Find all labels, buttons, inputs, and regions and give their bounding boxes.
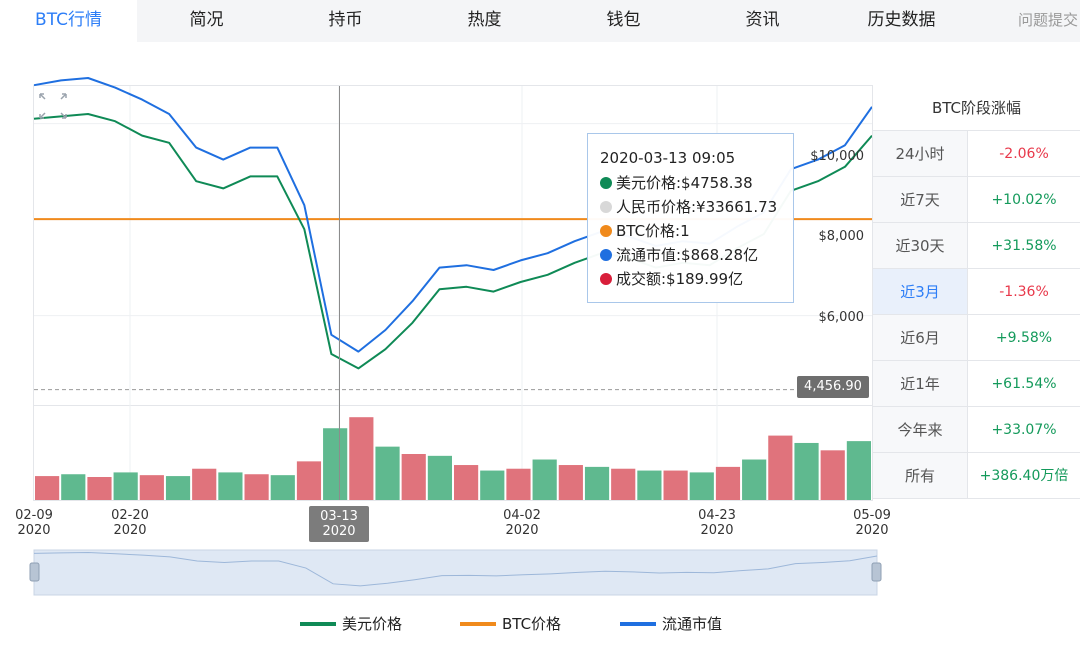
tab-overview[interactable]: 简况 <box>189 10 224 30</box>
volume-bar <box>454 465 479 500</box>
legend-swatch-icon <box>460 621 496 626</box>
y-tick-label: $6,000 <box>818 310 865 325</box>
x-tick-label: 05-09 2020 <box>853 508 891 538</box>
tab-btc-quotes[interactable]: BTC行情 <box>0 0 137 42</box>
tooltip-time: 2020-03-13 09:05 <box>600 149 736 167</box>
x-tick-label: 02-09 2020 <box>15 508 53 538</box>
volume-bar <box>139 475 164 500</box>
tooltip-row-btc: BTC价格:1 <box>600 219 781 243</box>
volume-bar <box>584 466 610 500</box>
volume-bar <box>61 474 86 500</box>
volume-bar <box>637 470 662 500</box>
volume-bar <box>296 461 322 500</box>
tab-holdings[interactable]: 持币 <box>328 10 363 30</box>
x-tick-label-highlighted: 03-13 2020 <box>309 506 369 542</box>
volume-bar <box>323 428 348 500</box>
volume-bar <box>506 468 531 500</box>
series-dot-icon <box>600 273 612 285</box>
volume-bar <box>349 417 374 500</box>
tooltip-row-volume: 成交额:$189.99亿 <box>600 267 781 291</box>
chart-tooltip: 2020-03-13 09:05 美元价格:$4758.38 人民币价格:¥33… <box>587 133 794 303</box>
series-dot-icon <box>600 249 612 261</box>
series-dot-icon <box>600 177 612 189</box>
volume-bar <box>35 476 60 500</box>
tab-wallet[interactable]: 钱包 <box>606 10 641 30</box>
volume-bar <box>768 435 793 500</box>
volume-bar <box>192 468 217 500</box>
volume-bar <box>689 472 714 500</box>
series-dot-icon <box>600 225 612 237</box>
legend-item-usd[interactable]: 美元价格 <box>300 613 402 634</box>
tab-bar: BTC行情 简况 持币 热度 钱包 资讯 历史数据 问题提交 <box>0 0 1080 42</box>
navigator-left-handle[interactable] <box>29 562 40 582</box>
volume-bar <box>375 446 400 500</box>
volume-bar <box>715 466 741 500</box>
stats-title: BTC阶段涨幅 <box>873 85 1080 131</box>
volume-bar <box>427 455 452 500</box>
volume-bar <box>532 459 557 500</box>
x-tick-label: 04-02 2020 <box>503 508 541 538</box>
tooltip-row-mcap: 流通市值:$868.28亿 <box>600 243 781 267</box>
stat-row-30d[interactable]: 近30天 +31.58% <box>873 223 1080 269</box>
volume-bar <box>87 477 112 500</box>
stat-row-7d[interactable]: 近7天 +10.02% <box>873 177 1080 223</box>
stat-row-3m[interactable]: 近3月 -1.36% <box>873 269 1080 315</box>
navigator-line <box>33 552 878 587</box>
tab-history[interactable]: 历史数据 <box>867 10 936 30</box>
volume-bar <box>165 476 191 500</box>
stat-row-6m[interactable]: 近6月 +9.58% <box>873 315 1080 361</box>
stat-row-ytd[interactable]: 今年来 +33.07% <box>873 407 1080 453</box>
stage-change-panel: BTC阶段涨幅 24小时 -2.06% 近7天 +10.02% 近30天 +31.58… <box>872 85 1080 499</box>
volume-bar <box>558 465 583 500</box>
navigator-right-handle[interactable] <box>871 562 882 582</box>
tooltip-row-usd: 美元价格:$4758.38 <box>600 171 781 195</box>
legend-item-mcap[interactable]: 流通市值 <box>620 613 722 634</box>
y-tick-label: $8,000 <box>818 229 865 244</box>
tab-popularity[interactable]: 热度 <box>467 10 502 30</box>
series-dot-icon <box>600 201 612 213</box>
volume-bar <box>401 454 426 500</box>
volume-bar <box>846 441 871 500</box>
tab-feedback[interactable]: 问题提交 <box>1018 11 1079 29</box>
price-line-label: 4,456.90 <box>797 376 869 398</box>
volume-bar <box>742 459 767 500</box>
volume-bar <box>270 475 295 500</box>
legend-swatch-icon <box>300 621 336 626</box>
x-tick-label: 02-20 2020 <box>111 508 149 538</box>
expand-icon[interactable] <box>39 93 67 119</box>
volume-bar <box>820 450 845 500</box>
y-tick-label: $10,000 <box>810 149 864 164</box>
tooltip-row-cny: 人民币价格:¥33661.73 <box>600 195 781 219</box>
volume-bar <box>218 472 243 500</box>
volume-bar <box>794 442 819 500</box>
tab-news[interactable]: 资讯 <box>745 10 780 30</box>
volume-bar <box>611 468 636 500</box>
x-tick-label: 04-23 2020 <box>698 508 736 538</box>
stat-row-24h[interactable]: 24小时 -2.06% <box>873 131 1080 177</box>
chart-legend: 美元价格 BTC价格 流通市值 <box>0 613 1080 637</box>
volume-bar <box>663 470 688 500</box>
stat-row-all[interactable]: 所有 +386.40万倍 <box>873 453 1080 499</box>
volume-bar <box>244 474 269 500</box>
volume-bar <box>480 470 505 500</box>
volume-bars <box>35 417 871 500</box>
legend-swatch-icon <box>620 621 656 626</box>
legend-item-btc[interactable]: BTC价格 <box>460 613 561 634</box>
volume-bar <box>113 472 138 500</box>
stat-row-1y[interactable]: 近1年 +61.54% <box>873 361 1080 407</box>
